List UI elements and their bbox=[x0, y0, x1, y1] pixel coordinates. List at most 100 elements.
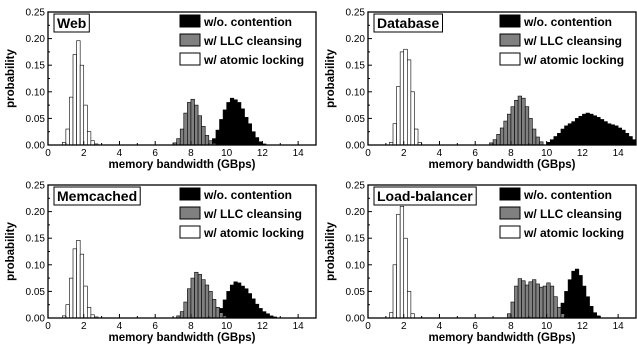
legend-label: w/ atomic locking bbox=[203, 226, 304, 240]
histogram-bar bbox=[592, 312, 597, 319]
histogram-bar bbox=[65, 128, 70, 146]
legend-swatch bbox=[499, 33, 521, 47]
histogram-series bbox=[61, 240, 99, 319]
histogram-bar bbox=[571, 121, 576, 146]
y-tick-label: 0.15 bbox=[346, 234, 366, 245]
y-tick-label: 0.10 bbox=[346, 87, 366, 98]
histogram-bar bbox=[392, 123, 397, 146]
histogram-series bbox=[507, 278, 565, 319]
histogram-bar bbox=[496, 134, 501, 146]
histogram-bar bbox=[251, 131, 256, 146]
x-tick-label: 12 bbox=[577, 321, 589, 332]
x-axis-title: memory bandwidth (GBps) bbox=[109, 332, 256, 344]
histogram-bar bbox=[226, 102, 231, 146]
histogram-bar bbox=[524, 106, 530, 146]
histogram-bar bbox=[247, 123, 252, 146]
histogram-series bbox=[208, 97, 267, 146]
legend-label: w/o. contention bbox=[203, 188, 292, 202]
panel-title: Load-balancer bbox=[377, 188, 473, 204]
legend-swatch bbox=[499, 187, 521, 201]
y-tick-label: 0.05 bbox=[346, 287, 366, 298]
histogram-bar bbox=[546, 282, 551, 319]
histogram-bar bbox=[219, 119, 224, 146]
y-tick-label: 0.15 bbox=[26, 61, 46, 72]
histogram-bar bbox=[183, 112, 188, 146]
legend-label: w/ LLC cleansing bbox=[203, 207, 302, 221]
y-tick-label: 0.00 bbox=[26, 141, 46, 152]
histogram-series bbox=[489, 95, 544, 146]
x-tick-label: 2 bbox=[81, 148, 87, 159]
histogram-bar bbox=[567, 123, 572, 146]
histogram-bar bbox=[83, 104, 88, 146]
x-tick-label: 10 bbox=[541, 148, 553, 159]
x-tick-label: 8 bbox=[188, 148, 194, 159]
histogram-bar bbox=[258, 308, 263, 319]
histogram-bar bbox=[567, 279, 572, 319]
panel-title-box bbox=[373, 13, 443, 33]
x-tick-label: 0 bbox=[45, 148, 51, 159]
histogram-bar bbox=[240, 108, 245, 146]
histogram-bar bbox=[564, 291, 569, 319]
chart-panel: 0.00 0.05 0.10 0.15 0.20 0.25 0 2 4 6 8 10 12 14 memor… bbox=[325, 8, 637, 171]
histogram-bar bbox=[585, 112, 590, 146]
chart-panel: 0.00 0.05 0.10 0.15 0.20 0.25 0 2 4 6 8 10 12 14 memor… bbox=[5, 8, 317, 171]
legend: w/o. contention w/ LLC cleansing w/ atomic… bbox=[499, 187, 624, 240]
y-tick-label: 0.20 bbox=[346, 207, 366, 218]
histogram-bar bbox=[553, 136, 558, 146]
legend: w/o. contention w/ LLC cleansing w/ atomic… bbox=[499, 14, 624, 67]
histogram-bar bbox=[564, 125, 569, 146]
histogram-bar bbox=[571, 270, 576, 319]
histogram-bar bbox=[574, 268, 580, 319]
y-tick-label: 0.25 bbox=[346, 8, 366, 19]
histogram-bar bbox=[517, 95, 522, 146]
histogram-bar bbox=[237, 102, 242, 146]
panel-title-box bbox=[373, 186, 477, 206]
legend-label: w/ atomic locking bbox=[523, 226, 624, 240]
histogram-bar bbox=[532, 279, 537, 319]
histogram-bar bbox=[229, 284, 235, 319]
x-tick-label: 0 bbox=[365, 148, 371, 159]
histogram-bar bbox=[194, 104, 199, 146]
legend-swatch bbox=[179, 33, 201, 47]
histogram-bar bbox=[407, 59, 412, 146]
histogram-bar bbox=[212, 299, 217, 319]
histogram-bar bbox=[240, 285, 245, 319]
histogram-bar bbox=[532, 128, 537, 146]
histogram-bar bbox=[72, 54, 77, 146]
x-tick-label: 6 bbox=[152, 321, 158, 332]
histogram-bar bbox=[535, 136, 540, 146]
panel-title: Database bbox=[377, 15, 439, 31]
histogram-bar bbox=[87, 131, 92, 146]
y-tick-label: 0.15 bbox=[26, 234, 46, 245]
y-axis-title: probability bbox=[325, 49, 337, 108]
histogram-bar bbox=[187, 288, 192, 319]
histogram-bar bbox=[219, 312, 224, 319]
histogram-bar bbox=[226, 291, 231, 319]
histogram-series bbox=[389, 205, 415, 319]
histogram-bar bbox=[389, 312, 394, 319]
histogram-bar bbox=[65, 304, 70, 319]
x-tick-label: 6 bbox=[152, 148, 158, 159]
histogram-bar bbox=[617, 127, 623, 146]
y-tick-label: 0.10 bbox=[346, 260, 366, 271]
x-tick-label: 6 bbox=[472, 321, 478, 332]
histogram-bar bbox=[589, 113, 594, 146]
histogram-bar bbox=[510, 301, 515, 319]
y-tick-label: 0.20 bbox=[26, 207, 46, 218]
legend-swatch bbox=[499, 52, 521, 66]
x-axis-title: memory bandwidth (GBps) bbox=[109, 159, 256, 171]
x-tick-label: 2 bbox=[401, 321, 407, 332]
histogram-bar bbox=[553, 296, 558, 319]
x-tick-label: 0 bbox=[365, 321, 371, 332]
x-tick-label: 4 bbox=[117, 148, 123, 159]
y-axis-title: probability bbox=[5, 49, 17, 108]
histogram-bar bbox=[407, 291, 412, 319]
y-tick-label: 0.20 bbox=[346, 34, 366, 45]
histogram-bar bbox=[521, 97, 526, 146]
histogram-bar bbox=[254, 137, 260, 146]
panel-title-box bbox=[53, 186, 141, 206]
legend-swatch bbox=[179, 206, 201, 220]
histogram-bar bbox=[578, 275, 583, 319]
histogram-bar bbox=[414, 128, 419, 146]
histogram-bar bbox=[229, 97, 235, 146]
